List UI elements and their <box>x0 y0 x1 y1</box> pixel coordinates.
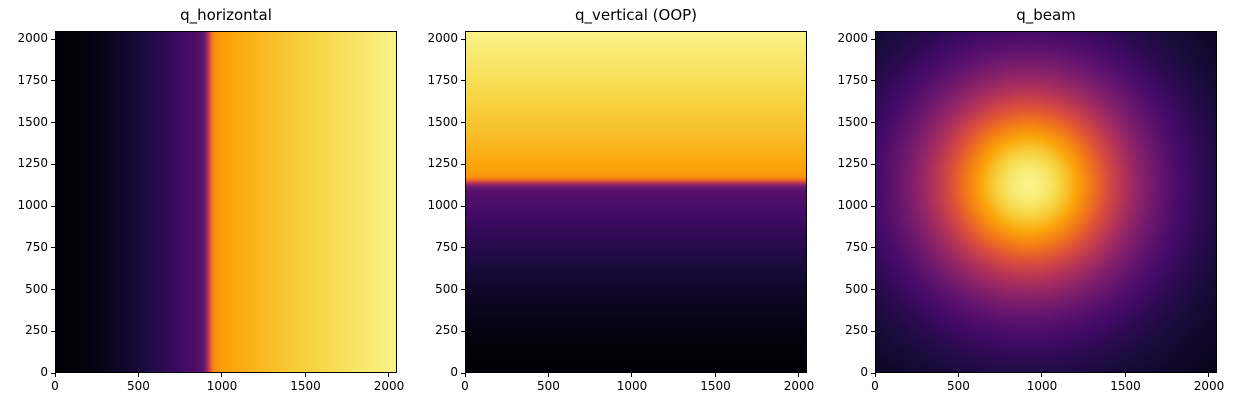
y-tick-mark <box>871 80 875 82</box>
x-tick-label: 2000 <box>783 379 815 393</box>
y-tick-label: 1000 <box>837 198 868 212</box>
x-tick-label: 0 <box>51 379 59 393</box>
q-horizontal-heatmap <box>55 31 397 373</box>
y-tick-label: 1000 <box>17 198 48 212</box>
y-tick-mark <box>51 122 55 123</box>
y-tick-mark <box>51 80 55 82</box>
chart-title: q_horizontal <box>180 6 272 24</box>
x-tick-mark <box>54 373 56 377</box>
chart-title: q_beam <box>1016 6 1076 24</box>
y-tick-label: 1250 <box>837 156 868 171</box>
x-tick-mark <box>547 373 549 377</box>
x-tick-label: 1500 <box>1110 379 1141 393</box>
y-tick-label: 1750 <box>427 72 458 87</box>
x-tick-label: 500 <box>537 379 560 393</box>
y-tick-mark <box>51 330 55 332</box>
x-tick-mark <box>1124 373 1126 377</box>
x-tick-label: 2000 <box>373 379 405 393</box>
x-tick-mark <box>137 373 139 377</box>
x-tick-mark <box>631 373 633 377</box>
x-tick-mark <box>714 373 716 377</box>
x-tick-label: 2000 <box>1193 379 1225 393</box>
y-tick-mark <box>51 38 55 40</box>
y-tick-label: 500 <box>845 281 868 296</box>
y-tick-label: 500 <box>435 281 458 296</box>
y-tick-label: 1250 <box>427 156 458 171</box>
y-tick-mark <box>871 122 875 123</box>
y-tick-label: 750 <box>435 239 458 254</box>
x-tick-label: 1500 <box>700 379 731 393</box>
y-tick-label: 1500 <box>17 114 48 129</box>
y-tick-label: 750 <box>845 239 868 254</box>
y-tick-mark <box>51 372 55 374</box>
x-tick-mark <box>221 373 223 377</box>
y-tick-label: 0 <box>40 365 48 379</box>
x-tick-label: 1500 <box>290 379 321 393</box>
y-tick-label: 1250 <box>17 156 48 171</box>
x-tick-label: 500 <box>127 379 150 393</box>
y-tick-mark <box>871 205 875 207</box>
x-tick-mark <box>464 373 466 377</box>
y-tick-label: 250 <box>25 323 48 338</box>
y-tick-label: 1500 <box>837 114 868 129</box>
y-tick-label: 1750 <box>17 72 48 87</box>
y-tick-label: 1750 <box>837 72 868 87</box>
y-tick-label: 0 <box>450 365 458 379</box>
y-tick-label: 250 <box>435 323 458 338</box>
x-tick-label: 1000 <box>1026 379 1058 393</box>
x-tick-mark <box>1041 373 1043 377</box>
x-tick-mark <box>1208 373 1210 377</box>
q-beam-heatmap <box>875 31 1217 373</box>
chart-title: q_vertical (OOP) <box>574 6 698 24</box>
y-tick-mark <box>51 163 55 165</box>
q-vertical-heatmap <box>465 31 807 373</box>
y-tick-mark <box>871 163 875 165</box>
y-tick-mark <box>461 163 465 165</box>
y-tick-label: 500 <box>25 281 48 296</box>
x-tick-mark <box>388 373 390 377</box>
y-tick-mark <box>461 247 465 249</box>
y-tick-mark <box>461 372 465 374</box>
y-tick-mark <box>461 289 465 290</box>
x-tick-label: 0 <box>871 379 879 393</box>
x-tick-label: 1000 <box>616 379 648 393</box>
x-tick-label: 1000 <box>206 379 238 393</box>
y-tick-mark <box>461 80 465 82</box>
x-tick-mark <box>874 373 876 377</box>
heatmap-image <box>466 32 806 372</box>
x-tick-label: 0 <box>461 379 469 393</box>
y-tick-mark <box>871 38 875 40</box>
heatmap-image <box>56 32 396 372</box>
y-tick-mark <box>871 289 875 290</box>
y-tick-label: 2000 <box>427 31 458 46</box>
y-tick-label: 1000 <box>427 198 458 212</box>
y-tick-label: 2000 <box>837 31 868 46</box>
y-tick-label: 1500 <box>427 114 458 129</box>
y-tick-mark <box>51 289 55 290</box>
y-tick-mark <box>461 122 465 123</box>
y-tick-label: 250 <box>845 323 868 338</box>
y-tick-mark <box>461 38 465 40</box>
y-tick-label: 750 <box>25 239 48 254</box>
x-tick-label: 500 <box>947 379 970 393</box>
heatmap-image <box>876 32 1216 372</box>
x-tick-mark <box>798 373 800 377</box>
y-tick-mark <box>51 247 55 249</box>
y-tick-mark <box>461 330 465 332</box>
y-tick-label: 2000 <box>17 31 48 46</box>
y-tick-mark <box>461 205 465 207</box>
y-tick-mark <box>871 247 875 249</box>
x-tick-mark <box>304 373 306 377</box>
y-tick-mark <box>51 205 55 207</box>
y-tick-mark <box>871 372 875 374</box>
y-tick-mark <box>871 330 875 332</box>
y-tick-label: 0 <box>860 365 868 379</box>
x-tick-mark <box>957 373 959 377</box>
